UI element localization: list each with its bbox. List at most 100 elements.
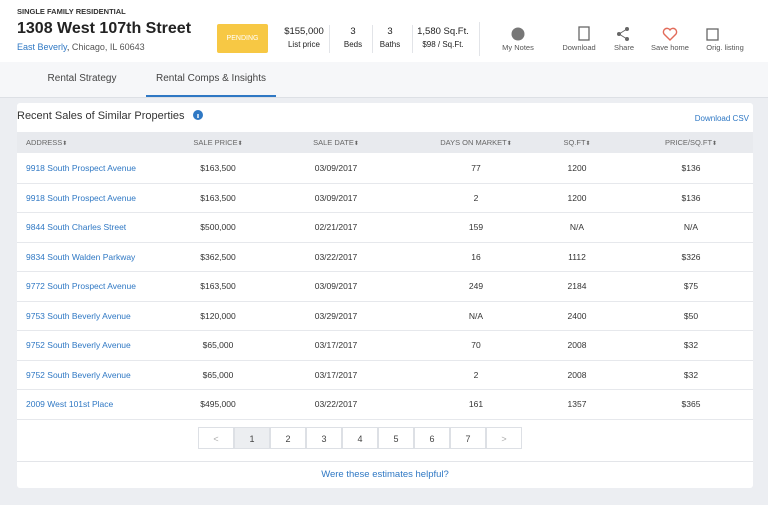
cell: $362,500 (200, 251, 236, 262)
sort-icon[interactable]: ⬍ (712, 141, 718, 147)
address-link[interactable]: 9752 South Beverly Avenue (26, 369, 131, 380)
column-header[interactable]: DAYS ON MARKET⬍ (416, 138, 536, 147)
neighborhood-link[interactable]: East Beverly (17, 42, 67, 52)
action-icons (511, 26, 719, 41)
separator (411, 25, 413, 53)
action[interactable]: Download (562, 43, 596, 52)
info-icon (192, 110, 203, 120)
column-header[interactable]: SQ.FT⬍ (517, 138, 637, 147)
cell: $50 (683, 310, 699, 321)
cell: 2 (473, 369, 479, 380)
city: Chicago, IL 60643 (71, 42, 145, 52)
pagination: <1 2 3 4 5 6 7 > (198, 427, 522, 449)
sort-icon[interactable]: ⬍ (585, 141, 591, 147)
cell: $75 (683, 281, 699, 291)
save-icon (662, 27, 678, 41)
page-current[interactable]: 1 (234, 427, 270, 449)
page-button[interactable]: 2 (270, 427, 306, 449)
cell: 2008 (567, 340, 587, 350)
address-link[interactable]: 9772 South Prospect Avenue (26, 281, 136, 291)
stat: 3 Baths (375, 26, 405, 49)
separator (371, 25, 373, 53)
cell: $65,000 (202, 340, 234, 350)
sort-icon[interactable]: ⬍ (506, 141, 512, 147)
table-row: 2009 West 101st Place $495,000 03/22/2017 1… (17, 389, 753, 420)
cell: $65,000 (202, 369, 234, 380)
address-title: 1308 West 107th Street (17, 20, 192, 37)
header: SINGLE FAMILY RESIDENTIAL 1308 West 107t… (0, 0, 768, 62)
cell: 03/22/2017 (314, 251, 358, 262)
category: SINGLE FAMILY RESIDENTIAL (17, 7, 126, 16)
sort-icon[interactable]: ⬍ (353, 141, 359, 147)
address-link[interactable]: 9844 South Charles Street (26, 222, 127, 232)
download-csv[interactable]: Download CSV (694, 114, 749, 123)
location: East Beverly, Chicago, IL 60643 (17, 42, 145, 52)
page-button[interactable]: 6 (414, 427, 450, 449)
table-row: 9844 South Charles Street $500,000 02/21/2… (17, 212, 753, 243)
address-link[interactable]: 9753 South Beverly Avenue (26, 310, 131, 321)
feedback-link[interactable]: Were these estimates helpful? (321, 469, 449, 480)
sort-icon[interactable]: ⬍ (237, 141, 243, 147)
stat: $155,000 List price (274, 26, 334, 49)
action[interactable]: My Notes (502, 43, 534, 52)
stat: 3 Beds (338, 26, 368, 49)
column-header[interactable]: SALE PRICE⬍ (158, 138, 278, 147)
stat-value: 3 (350, 26, 356, 37)
cell: 2 (473, 192, 479, 203)
table-row: 9834 South Walden Parkway $362,500 03/22/2… (17, 242, 753, 272)
cell: 03/09/2017 (314, 163, 358, 173)
sort-icon[interactable]: ⬍ (62, 141, 68, 147)
column-header[interactable]: SALE DATE⬍ (276, 138, 396, 147)
listing-icon (706, 28, 719, 41)
cell: $136 (681, 192, 701, 203)
stat-value: 1,580 Sq.Ft. (417, 26, 469, 37)
divider (17, 461, 753, 462)
cell: 03/09/2017 (314, 192, 358, 203)
address-link[interactable]: 9918 South Prospect Avenue (26, 163, 136, 173)
address-link[interactable]: 2009 West 101st Place (26, 399, 114, 409)
action[interactable]: Orig. listing (706, 43, 744, 52)
stat-label: Baths (379, 40, 401, 49)
page-button[interactable]: 4 (342, 427, 378, 449)
tab[interactable]: Rental Strategy (47, 73, 117, 84)
cell: 1357 (567, 399, 587, 409)
cell: 249 (468, 281, 484, 291)
action[interactable]: Share (613, 43, 634, 52)
tab-bar: Rental Strategy Rental Comps & Insights (0, 62, 768, 98)
action[interactable]: Save home (651, 43, 689, 52)
page-button[interactable]: < (198, 427, 234, 449)
address-link[interactable]: 9752 South Beverly Avenue (26, 340, 131, 350)
address-link[interactable]: 9834 South Walden Parkway (26, 251, 136, 262)
column-header[interactable]: ADDRESS⬍ (26, 138, 67, 147)
cell: 77 (471, 163, 481, 173)
table-row: 9752 South Beverly Avenue $65,000 03/17/20… (17, 330, 753, 361)
stat-label: $98 / Sq.Ft. (422, 40, 464, 49)
cell: $163,500 (200, 192, 236, 203)
cell: N/A (683, 222, 699, 232)
section-title-text: Recent Sales of Similar Properties (17, 110, 185, 122)
cell: $32 (683, 340, 699, 350)
stat-label: List price (287, 40, 320, 49)
cell: $32 (683, 369, 699, 380)
stat-value: 3 (387, 26, 393, 37)
cell: 03/29/2017 (314, 310, 358, 321)
cell: $500,000 (200, 222, 236, 232)
cell: 2400 (567, 310, 587, 321)
column-label: PRICE/SQ.FT (664, 138, 713, 147)
address-link[interactable]: 9918 South Prospect Avenue (26, 192, 136, 203)
notes-icon (511, 27, 525, 41)
tab-active[interactable]: Rental Comps & Insights (146, 62, 276, 97)
page-button[interactable]: > (486, 427, 522, 449)
page-button[interactable]: 5 (378, 427, 414, 449)
page-button[interactable]: 3 (306, 427, 342, 449)
column-header[interactable]: PRICE/SQ.FT⬍ (631, 138, 751, 147)
cell: 1200 (567, 192, 587, 203)
table-row: 9918 South Prospect Avenue $163,500 03/09/… (17, 183, 753, 213)
cell: N/A (468, 310, 484, 321)
cell: 16 (471, 251, 481, 262)
separator (479, 22, 480, 56)
cell: 70 (471, 340, 481, 350)
table-row: 9772 South Prospect Avenue $163,500 03/09/… (17, 271, 753, 302)
page-button[interactable]: 7 (450, 427, 486, 449)
